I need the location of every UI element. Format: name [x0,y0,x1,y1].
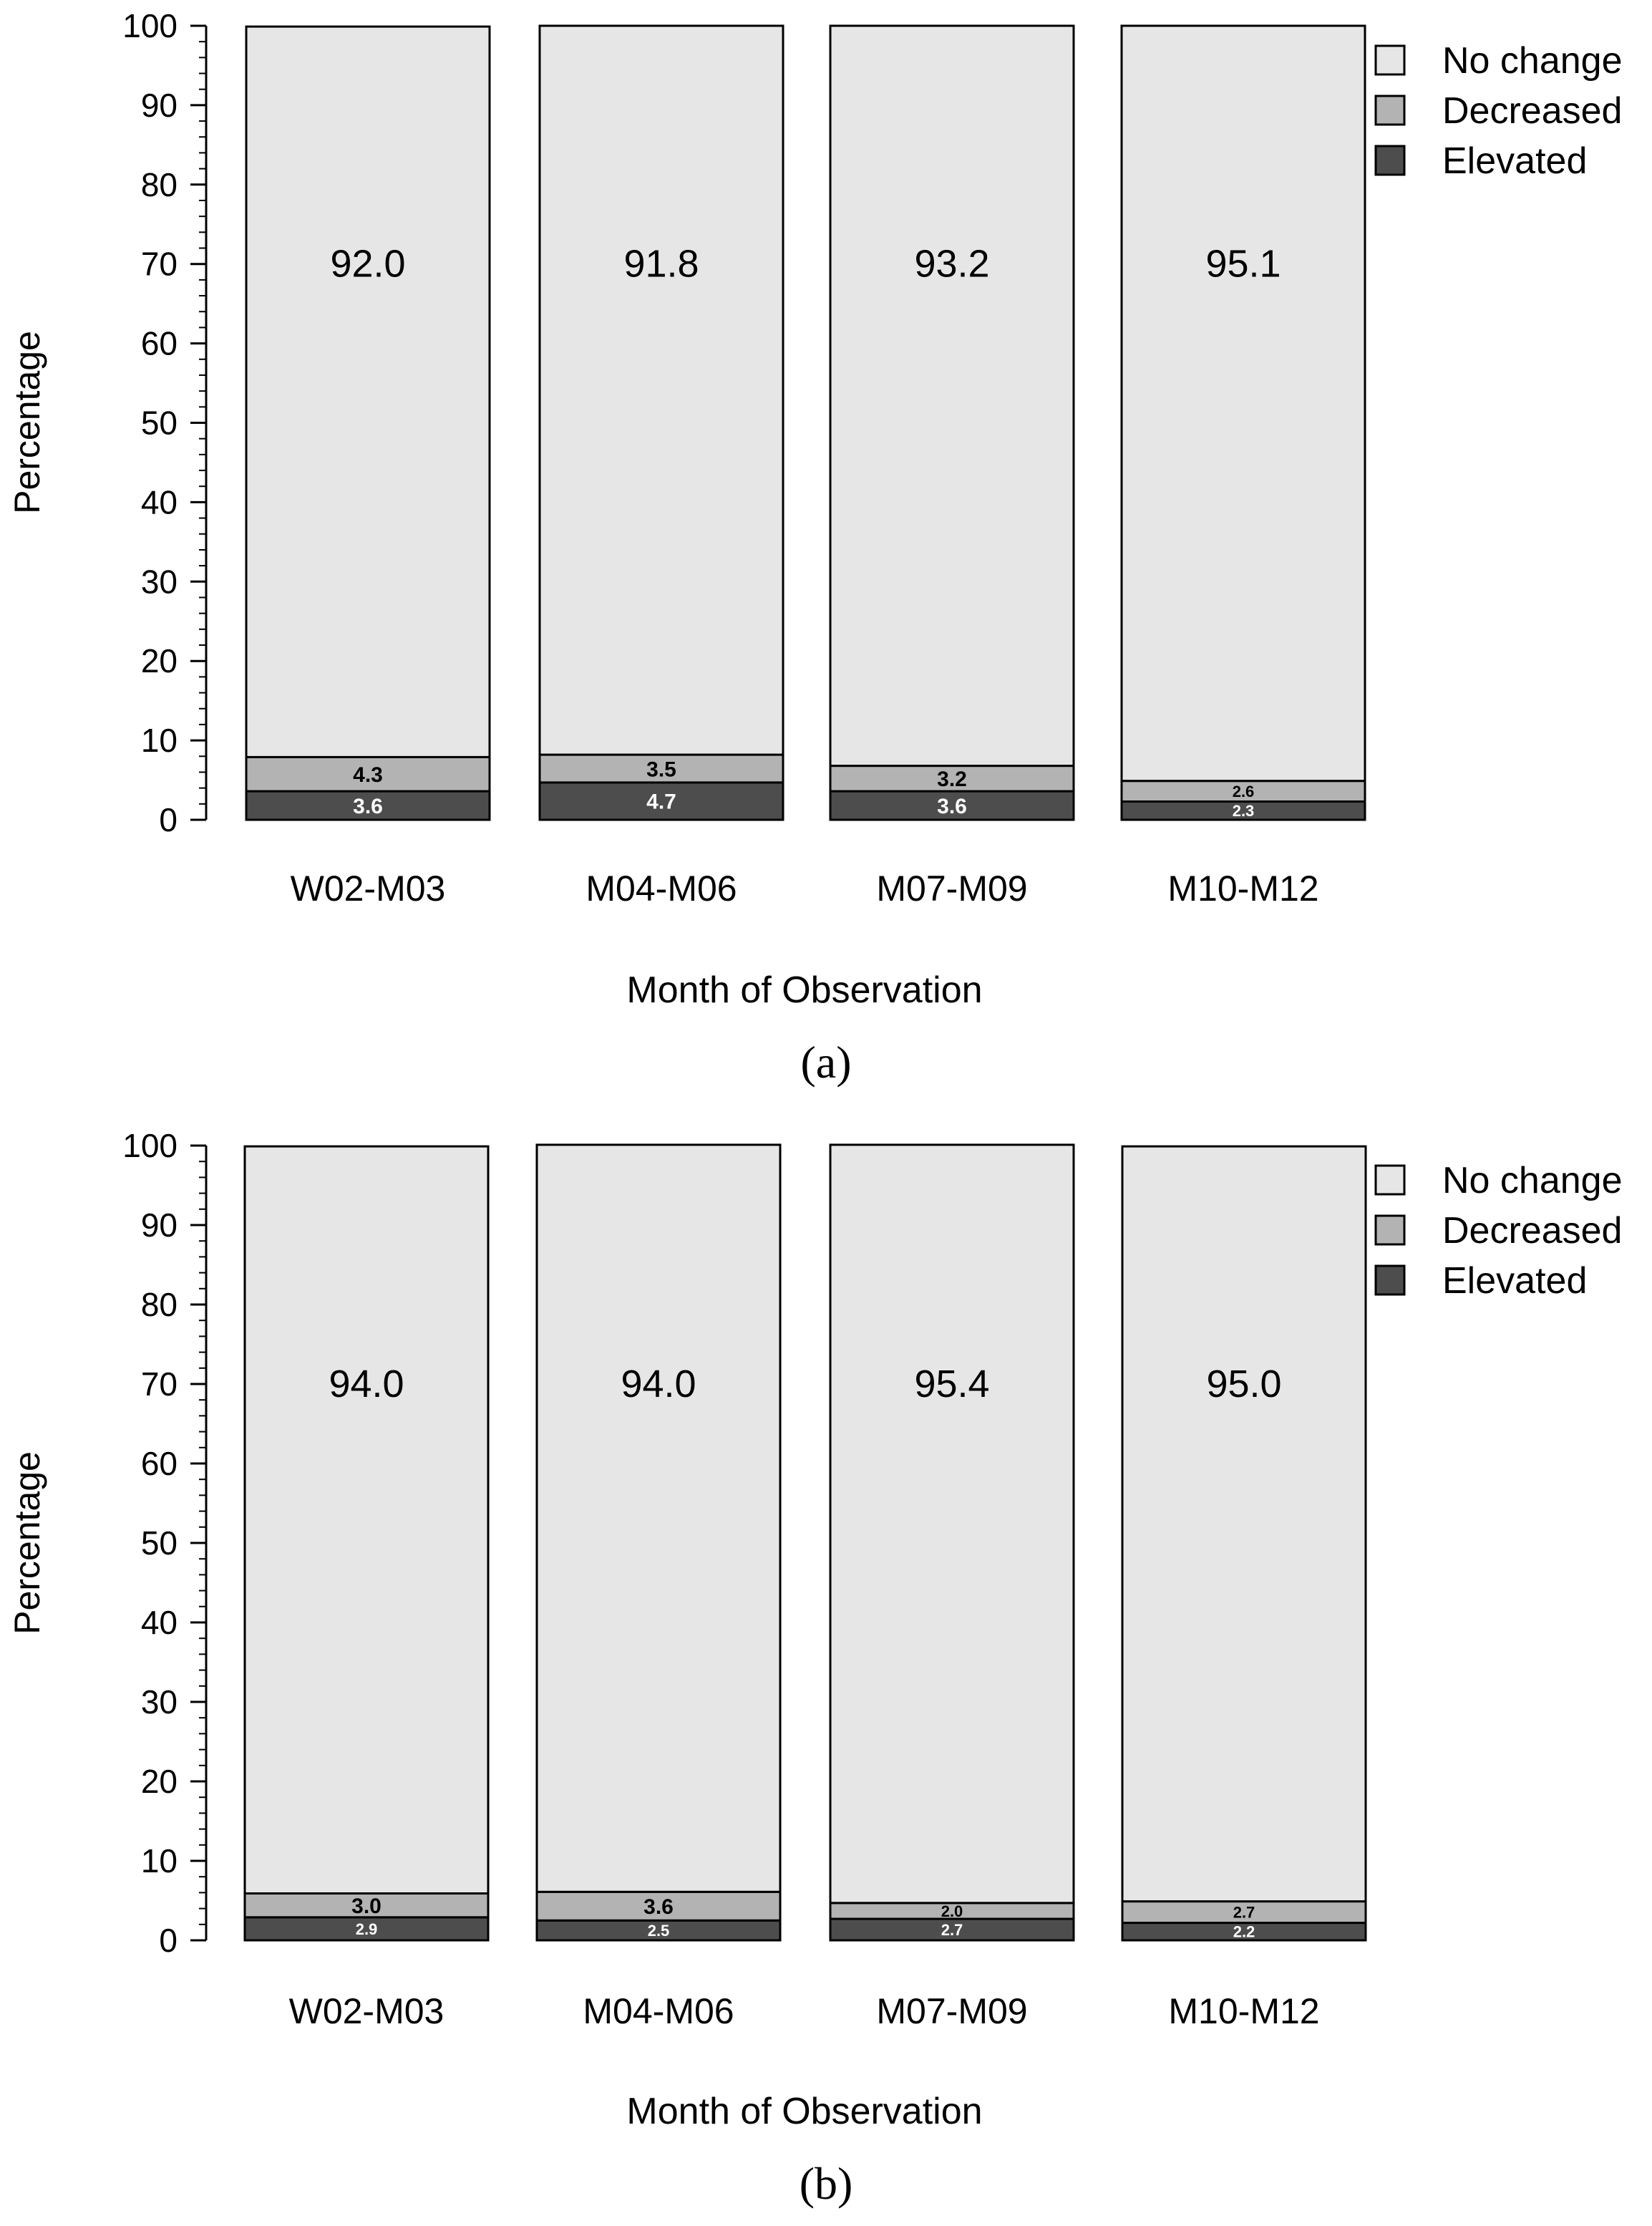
legend-swatch-elevated [1374,145,1406,176]
panel-label: (b) [800,2158,853,2209]
legend-label: Decreased [1442,90,1622,132]
data-label-decreased: 3.6 [643,1895,674,1919]
data-label-elevated: 2.3 [1233,802,1255,820]
bar-segment-elevated [1120,800,1366,821]
bar-segment-decreased [829,765,1075,793]
bar-segment-elevated [1121,1922,1367,1942]
bar-segment-decreased [538,753,784,784]
data-label-decreased: 3.2 [937,768,967,791]
bar-segment-no-change [1121,1145,1367,1903]
y-tick-label: 60 [141,1445,178,1482]
bar-segment-no-change [538,24,784,756]
data-label-decreased: 2.7 [1233,1904,1255,1922]
data-label-decreased: 3.0 [351,1894,382,1918]
y-tick-label: 100 [122,7,178,44]
data-label-elevated: 4.7 [646,790,676,814]
data-label-decreased: 2.0 [941,1902,963,1920]
data-label-elevated: 3.6 [353,795,383,818]
data-label-no-change: 95.0 [1206,1363,1281,1405]
data-label-decreased: 3.5 [646,758,676,781]
bar-segment-decreased [1120,780,1366,803]
bar-segment-no-change [1120,24,1366,783]
x-category-label: W02-M03 [289,1991,444,2031]
bar-segment-no-change [535,1143,782,1893]
legend: No change Decreased Elevated [1374,1160,1623,1302]
y-tick-label: 10 [141,722,178,759]
y-tick-label: 60 [141,325,178,362]
y-tick-label: 30 [141,563,178,600]
y-tick-label: 90 [141,87,178,124]
bar-segment-decreased [243,1892,490,1919]
bar-segment-decreased [1121,1900,1367,1925]
x-axis-title: Month of Observation [626,2091,982,2132]
y-tick-label: 100 [122,1127,178,1164]
bar-segment-no-change [243,1145,490,1895]
data-label-elevated: 2.2 [1233,1923,1255,1941]
data-label-no-change: 95.1 [1205,243,1281,286]
panel-label: (a) [800,1037,851,1088]
legend-swatch-decreased [1374,95,1406,126]
legend-swatch-decreased [1374,1214,1406,1246]
y-tick-label: 40 [141,1604,178,1641]
x-category-label: M10-M12 [1167,868,1318,909]
y-tick-label: 30 [141,1683,178,1721]
y-tick-label: 80 [141,1286,178,1323]
legend-swatch-no-change [1374,1164,1406,1196]
legend-label: Decreased [1442,1210,1622,1252]
y-tick-label: 40 [141,483,178,521]
y-tick-label: 0 [159,1922,178,1959]
x-category-label: M10-M12 [1168,1991,1319,2031]
bar-segment-no-change [829,1143,1075,1905]
data-label-elevated: 2.7 [941,1921,963,1939]
x-category-label: M07-M09 [876,1991,1027,2031]
bar-segment-elevated [538,781,784,821]
chart-panel-a: 0 10 20 30 40 50 60 70 80 90 100 Percentage 3.6 4.3 92… [7,7,1623,1088]
legend-label: No change [1442,40,1623,82]
y-tick-label: 50 [141,405,178,442]
data-label-decreased: 2.6 [1233,783,1255,800]
chart-panel-b: 0 10 20 30 40 50 60 70 80 90 100 Percentage 2.9 3.0 94… [7,1127,1623,2209]
legend-label: Elevated [1442,140,1587,182]
legend: No change Decreased Elevated [1374,40,1623,182]
data-label-no-change: 91.8 [623,243,699,286]
legend-label: No change [1442,1160,1623,1201]
data-label-no-change: 95.4 [914,1363,989,1405]
x-axis-title: Month of Observation [626,969,982,1011]
legend-swatch-no-change [1374,44,1406,76]
data-label-elevated: 3.6 [937,795,967,818]
y-tick-label: 20 [141,642,178,679]
data-label-decreased: 4.3 [353,763,383,787]
y-tick-label: 70 [141,246,178,283]
y-axis-title: Percentage [7,1451,47,1635]
legend-swatch-elevated [1374,1264,1406,1296]
data-label-elevated: 2.9 [356,1920,378,1938]
x-category-label: M04-M06 [583,1991,734,2031]
y-axis-title: Percentage [7,331,47,514]
x-category-label: W02-M03 [291,868,446,909]
bar-segment-no-change [245,25,491,758]
y-tick-label: 80 [141,166,178,203]
x-category-label: M07-M09 [876,868,1027,909]
y-tick-label: 10 [141,1842,178,1879]
legend-label: Elevated [1442,1260,1587,1302]
data-label-no-change: 92.0 [330,243,405,286]
y-tick-label: 50 [141,1524,178,1562]
y-tick-label: 90 [141,1206,178,1244]
y-tick-label: 20 [141,1763,178,1800]
data-label-no-change: 93.2 [914,243,989,286]
y-tick-label: 70 [141,1365,178,1403]
data-label-no-change: 94.0 [621,1363,696,1405]
bar-segment-elevated [245,790,491,821]
y-tick-label: 0 [159,801,178,838]
bar-segment-no-change [829,24,1075,768]
data-label-elevated: 2.5 [648,1922,670,1940]
x-category-label: M04-M06 [586,868,737,909]
data-label-no-change: 94.0 [329,1363,404,1405]
